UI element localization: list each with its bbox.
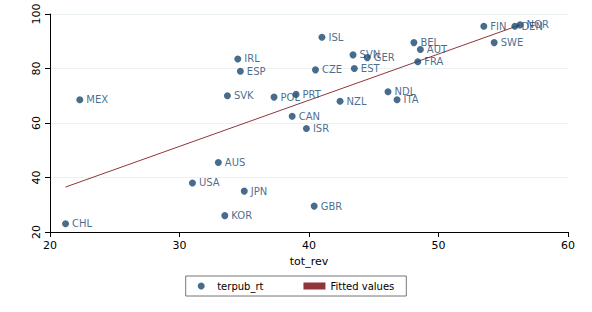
svg-text:30: 30 [173, 239, 187, 252]
svg-text:60: 60 [30, 116, 43, 130]
svg-text:GER: GER [374, 52, 395, 63]
svg-text:40: 40 [302, 239, 316, 252]
svg-text:AUT: AUT [427, 44, 448, 55]
svg-text:FRA: FRA [424, 56, 443, 67]
svg-text:20: 20 [30, 225, 43, 239]
svg-text:EST: EST [361, 63, 381, 74]
svg-text:KOR: KOR [231, 210, 252, 221]
svg-text:CAN: CAN [299, 111, 320, 122]
svg-text:MEX: MEX [86, 94, 108, 105]
svg-text:AUS: AUS [225, 157, 246, 168]
svg-text:GBR: GBR [321, 201, 343, 212]
svg-text:SWE: SWE [501, 37, 524, 48]
svg-text:Fitted values: Fitted values [330, 281, 394, 292]
svg-text:USA: USA [199, 177, 220, 188]
svg-text:CHL: CHL [72, 218, 93, 229]
svg-text:PRT: PRT [303, 89, 322, 100]
svg-text:NDL: NDL [394, 86, 416, 98]
svg-text:NOR: NOR [527, 19, 549, 30]
svg-text:terpub_rt: terpub_rt [217, 281, 263, 293]
svg-text:100: 100 [30, 4, 43, 25]
svg-text:FIN: FIN [490, 21, 506, 32]
svg-text:ITA: ITA [404, 94, 419, 105]
svg-text:ESP: ESP [247, 66, 266, 77]
svg-text:80: 80 [30, 62, 43, 76]
svg-text:SVK: SVK [234, 90, 254, 101]
svg-text:POL: POL [281, 92, 301, 103]
svg-text:tot_rev: tot_rev [290, 255, 329, 268]
svg-text:20: 20 [43, 239, 57, 252]
svg-text:JPN: JPN [250, 186, 267, 197]
svg-text:NZL: NZL [347, 96, 367, 107]
svg-text:ISL: ISL [328, 32, 343, 43]
svg-text:CZE: CZE [322, 64, 342, 75]
svg-text:BEL: BEL [420, 37, 440, 49]
svg-text:60: 60 [561, 239, 575, 252]
svg-text:40: 40 [30, 171, 43, 185]
svg-text:ISR: ISR [313, 123, 329, 134]
svg-text:IRL: IRL [244, 53, 260, 64]
svg-text:SVN: SVN [359, 49, 381, 61]
svg-text:50: 50 [432, 239, 446, 252]
